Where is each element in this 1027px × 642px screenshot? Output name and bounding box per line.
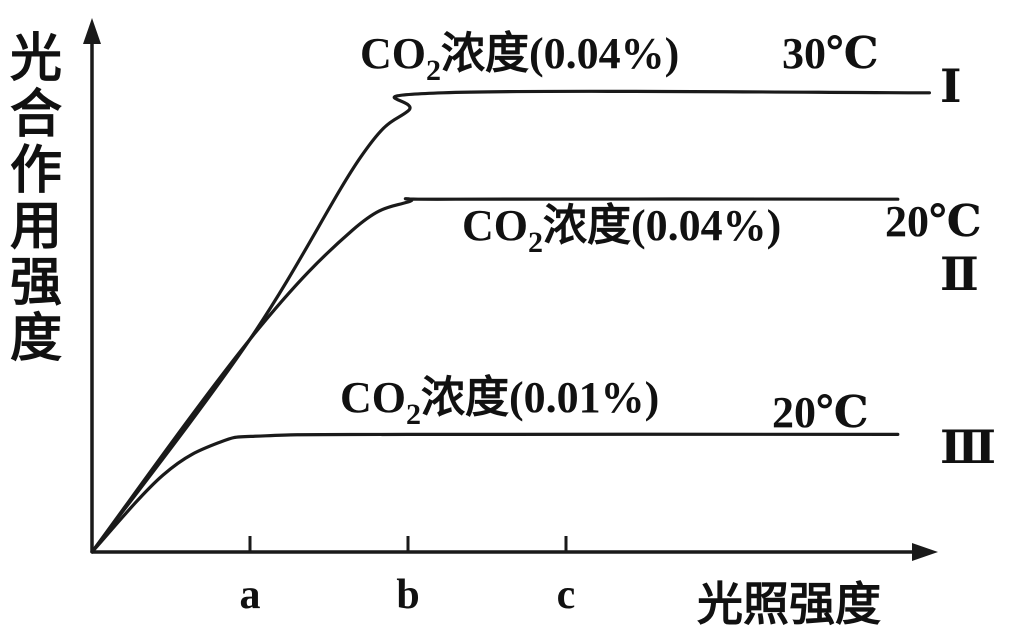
y-axis-label-char: 合 — [10, 85, 62, 145]
series-numeral-III: Ⅲ — [940, 422, 996, 473]
y-axis-label-char: 用 — [10, 197, 62, 257]
curve-I — [90, 89, 931, 554]
series-label-I: CO2浓度(0.04%) — [360, 29, 679, 87]
y-axis-label-char: 强 — [10, 253, 62, 313]
x-tick-label-c: c — [557, 572, 576, 618]
series-label-II: CO2浓度(0.04%) — [462, 201, 781, 259]
series-numeral-I: Ⅰ — [940, 61, 962, 112]
series-temp-III: 20℃ — [772, 388, 869, 437]
x-axis-arrow — [912, 543, 938, 561]
curve-III — [90, 432, 900, 554]
y-axis-label-char: 光 — [10, 29, 62, 89]
x-axis-label: 光照强度 — [697, 577, 881, 631]
series-label-III: CO2浓度(0.01%) — [340, 373, 659, 431]
series-numeral-II: Ⅱ — [940, 249, 979, 300]
x-tick-label-b: b — [396, 572, 419, 618]
series-temp-I: 30℃ — [782, 29, 879, 78]
x-tick-label-a: a — [240, 572, 261, 618]
curves — [90, 89, 931, 554]
y-axis-label-char: 作 — [10, 141, 62, 201]
y-axis-label-char: 度 — [10, 309, 62, 369]
series-temp-II: 20℃ — [885, 197, 982, 246]
y-axis-arrow — [83, 18, 101, 44]
curve-II — [90, 197, 900, 554]
x-ticks: a b c — [240, 536, 576, 618]
